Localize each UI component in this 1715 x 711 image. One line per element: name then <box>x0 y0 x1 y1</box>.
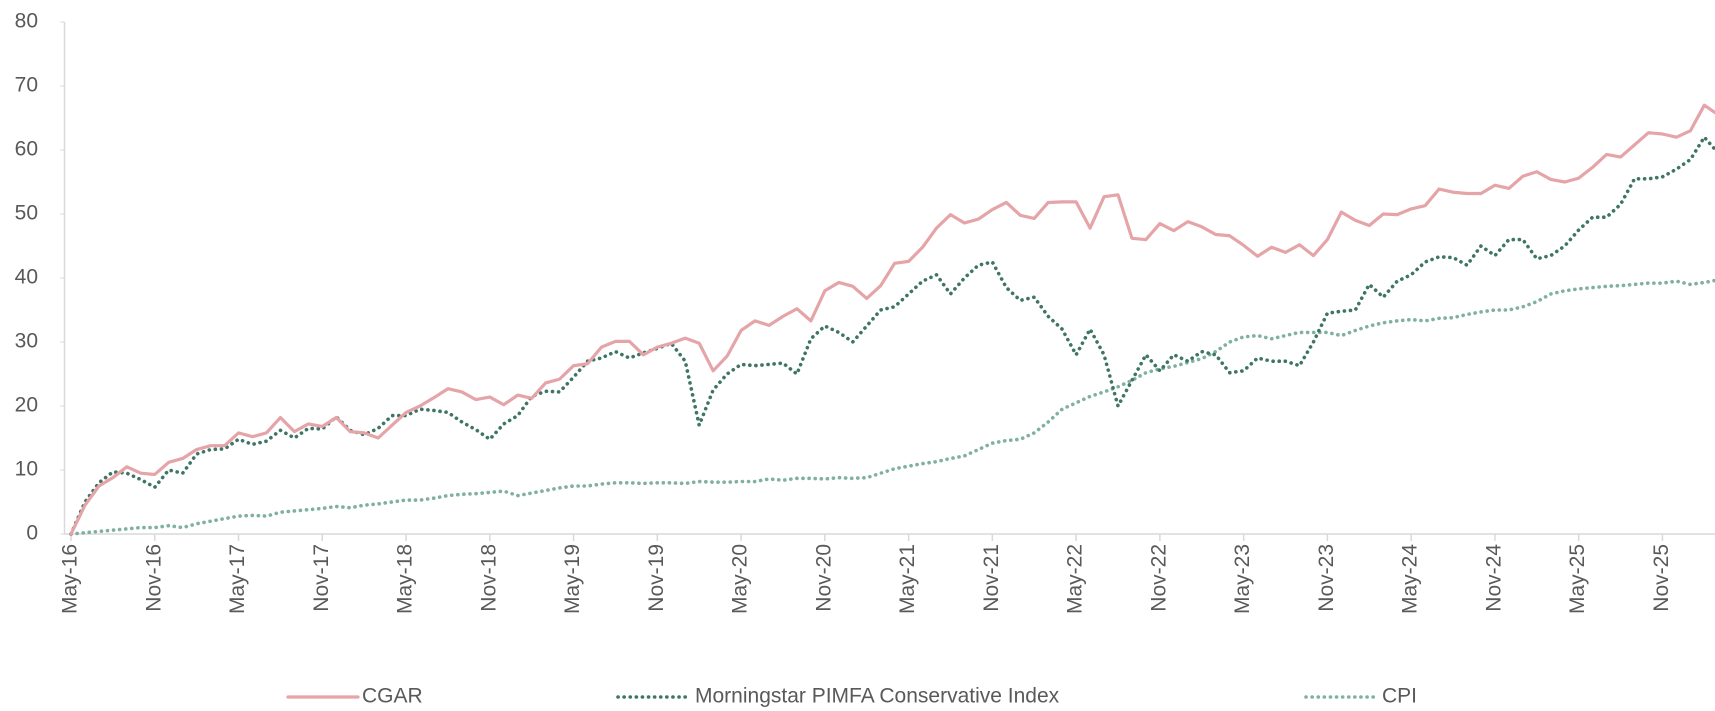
y-tick-label: 10 <box>15 458 38 481</box>
y-tick-label: 30 <box>15 330 38 353</box>
x-tick-label: Nov-21 <box>980 544 1003 612</box>
x-tick-label: May-23 <box>1231 544 1254 614</box>
series-line <box>69 103 1715 536</box>
x-tick-label: May-18 <box>394 544 417 614</box>
x-tick-label: May-17 <box>226 544 249 614</box>
series-line <box>69 135 1715 536</box>
legend-label: CGAR <box>362 685 423 708</box>
x-tick-label: Nov-16 <box>142 544 165 612</box>
x-tick-label: May-25 <box>1566 544 1589 614</box>
x-tick-label: May-22 <box>1064 544 1087 614</box>
y-tick-label: 80 <box>15 10 38 33</box>
y-tick-label: 40 <box>15 266 38 289</box>
y-tick-label: 60 <box>15 138 38 161</box>
x-tick-label: Nov-22 <box>1147 544 1170 612</box>
x-tick-label: Nov-25 <box>1650 544 1673 612</box>
y-tick-label: 70 <box>15 74 38 97</box>
y-tick-label: 0 <box>26 522 38 545</box>
x-tick-label: Nov-18 <box>477 544 500 612</box>
y-tick-label: 20 <box>15 394 38 417</box>
x-tick-label: Nov-19 <box>645 544 668 612</box>
x-tick-label: May-16 <box>59 544 82 614</box>
x-tick-label: Nov-24 <box>1482 544 1505 612</box>
legend-label: Morningstar PIMFA Conservative Index <box>695 685 1060 708</box>
x-tick-label: May-20 <box>729 544 752 614</box>
x-tick-label: May-24 <box>1399 544 1422 614</box>
x-tick-label: Nov-23 <box>1315 544 1338 612</box>
x-tick-label: Nov-20 <box>812 544 835 612</box>
x-tick-label: Nov-17 <box>310 544 333 612</box>
plot-area <box>69 103 1715 536</box>
legend-label: CPI <box>1382 685 1417 708</box>
x-tick-label: May-19 <box>561 544 584 614</box>
y-tick-label: 50 <box>15 202 38 225</box>
series-line <box>69 278 1715 536</box>
x-tick-label: May-21 <box>896 544 919 614</box>
